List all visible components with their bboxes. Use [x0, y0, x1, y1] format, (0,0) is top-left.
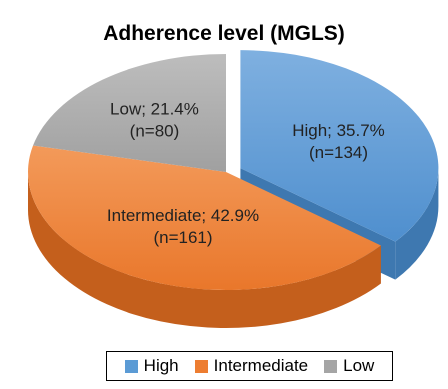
legend-swatch — [194, 359, 208, 373]
pie-slice-intermediate — [27, 145, 381, 290]
pie-side-intermediate — [28, 172, 381, 328]
slice-label-line1: Low; 21.4% — [110, 99, 199, 118]
legend-label: Intermediate — [213, 356, 309, 375]
pie-slice-high — [240, 50, 439, 242]
legend-swatch — [124, 359, 138, 373]
legend-swatch — [324, 359, 338, 373]
slice-label-line2: (n=134) — [309, 143, 368, 162]
slice-label-line1: High; 35.7% — [292, 121, 385, 140]
legend-label: High — [143, 356, 179, 375]
slice-label-high: High; 35.7% (n=134) — [292, 121, 385, 162]
chart-legend: High Intermediate Low — [106, 351, 393, 381]
pie-side-high — [395, 168, 439, 280]
pie-slice-low — [33, 54, 227, 172]
slice-label-line2: (n=161) — [153, 228, 212, 247]
legend-item-intermediate: Intermediate — [194, 356, 309, 376]
slice-label-intermediate: Intermediate; 42.9% (n=161) — [107, 206, 259, 247]
slice-label-line1: Intermediate; 42.9% — [107, 206, 259, 225]
legend-item-low: Low — [324, 356, 374, 376]
slice-label-line2: (n=80) — [130, 121, 180, 140]
legend-label: Low — [343, 356, 375, 375]
chart-title: Adherence level (MGLS) — [103, 22, 345, 45]
legend-item-high: High — [124, 356, 179, 376]
slice-label-low: Low; 21.4% (n=80) — [110, 99, 199, 140]
